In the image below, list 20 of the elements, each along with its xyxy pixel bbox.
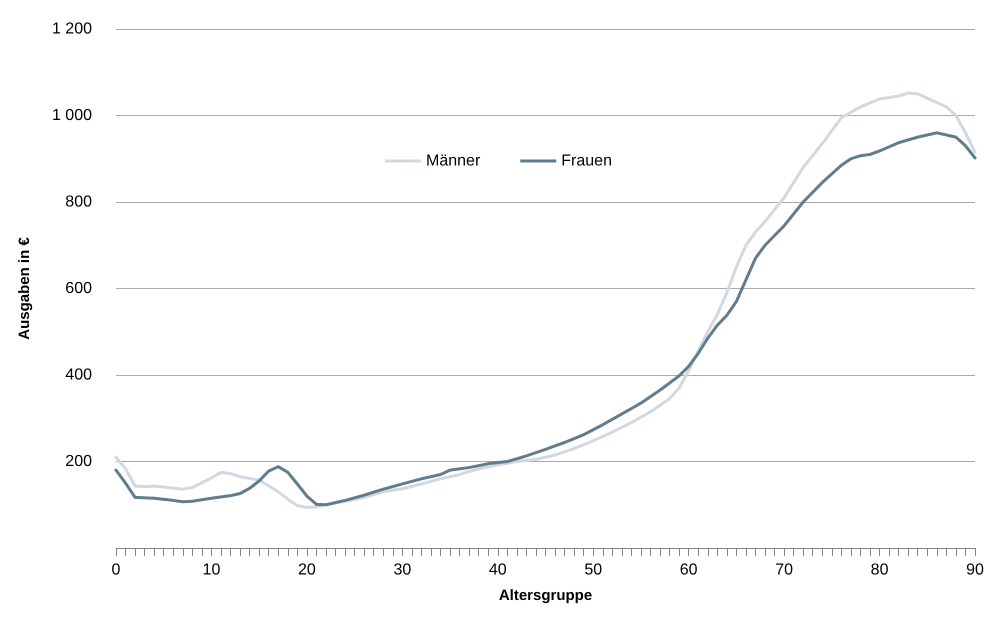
y-tick-label: 1 200 [52, 20, 92, 38]
y-tick-label: 800 [65, 194, 92, 210]
y-tick-label: 1 000 [52, 107, 92, 124]
x-tick-label: 90 [966, 562, 984, 578]
y-tick-label: 600 [65, 280, 92, 297]
x-tick-label: 10 [202, 562, 220, 578]
x-axis-title: Altersgruppe [498, 587, 592, 604]
y-tick-label: 400 [65, 366, 92, 384]
x-tick-label: 70 [775, 562, 794, 578]
y-axis-title: Ausgaben in € [16, 236, 33, 340]
x-tick-label: 50 [584, 562, 602, 578]
legend-label: Frauen [561, 152, 612, 170]
x-tick-label: 0 [112, 562, 121, 578]
x-tick-label: 20 [298, 562, 316, 578]
x-tick-label: 60 [680, 562, 698, 578]
x-tick-label: 80 [870, 562, 889, 578]
x-tick-label: 40 [488, 562, 507, 578]
x-tick-label: 30 [393, 562, 412, 578]
legend-label: Männer [426, 152, 481, 170]
y-tick-label: 200 [65, 453, 92, 470]
